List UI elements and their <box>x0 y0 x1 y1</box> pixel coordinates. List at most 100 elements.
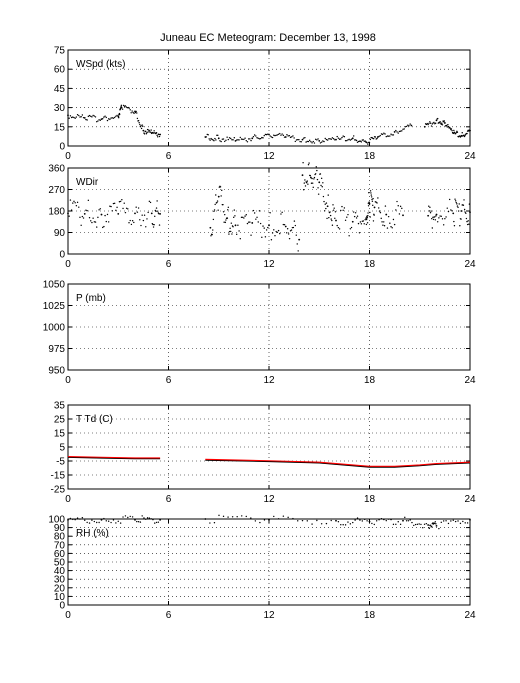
data-point <box>212 139 214 141</box>
data-point <box>70 116 73 119</box>
data-point <box>107 520 110 522</box>
data-point <box>396 200 398 203</box>
data-point <box>221 189 223 192</box>
data-point <box>373 206 376 209</box>
data-point <box>224 140 226 143</box>
data-point <box>69 199 72 201</box>
data-point <box>303 182 305 184</box>
data-point <box>456 203 458 205</box>
data-point <box>115 115 117 118</box>
data-point <box>156 134 158 137</box>
y-tick-label: 45 <box>54 84 66 95</box>
data-point <box>340 209 342 212</box>
data-point <box>277 229 280 232</box>
data-point <box>148 130 151 132</box>
data-point <box>372 204 374 207</box>
data-point <box>451 129 453 132</box>
data-point <box>457 520 459 522</box>
data-point <box>425 123 428 126</box>
data-point <box>286 134 288 136</box>
data-point <box>119 200 122 203</box>
data-point <box>391 227 393 229</box>
data-point <box>342 135 344 137</box>
data-point <box>304 179 306 181</box>
data-point <box>219 186 222 188</box>
data-point <box>366 520 368 522</box>
data-point <box>452 519 454 521</box>
data-point <box>225 219 227 221</box>
data-point <box>136 112 138 114</box>
y-tick-label: 5 <box>59 443 65 454</box>
data-point <box>351 137 354 140</box>
data-point <box>321 186 323 188</box>
data-point <box>418 523 420 525</box>
data-point <box>238 230 240 232</box>
data-point <box>413 524 415 527</box>
data-point <box>463 208 466 211</box>
x-tick-label: 12 <box>263 610 275 621</box>
data-point <box>328 216 330 219</box>
data-point <box>297 250 299 252</box>
data-point <box>434 219 437 221</box>
data-point <box>441 124 444 126</box>
data-point <box>80 224 82 226</box>
data-point <box>463 135 466 138</box>
data-point <box>112 117 115 119</box>
data-point <box>452 132 455 135</box>
data-point <box>362 220 364 222</box>
data-point <box>221 138 224 140</box>
data-point <box>228 137 231 139</box>
data-point <box>350 226 353 229</box>
data-point <box>214 137 216 140</box>
data-point <box>85 209 87 211</box>
data-point <box>336 224 338 227</box>
y-tick-label: 80 <box>54 532 66 543</box>
data-point <box>158 135 161 138</box>
data-point <box>122 207 124 210</box>
data-point <box>389 222 391 224</box>
data-point <box>307 164 310 166</box>
data-point <box>216 200 219 202</box>
data-point <box>441 122 443 124</box>
data-point <box>329 211 331 213</box>
data-point <box>448 198 451 201</box>
data-point <box>104 115 106 117</box>
data-point <box>76 201 79 204</box>
data-point <box>454 520 457 523</box>
data-point <box>83 116 86 119</box>
data-point <box>312 140 314 143</box>
data-point <box>227 206 230 208</box>
x-tick-label: 6 <box>166 151 172 162</box>
data-point <box>224 213 226 216</box>
data-point <box>241 216 244 218</box>
y-tick-label: 10 <box>54 592 66 603</box>
data-point <box>370 192 372 194</box>
data-point <box>131 220 134 222</box>
data-point <box>223 221 225 223</box>
data-point <box>305 141 307 143</box>
data-point <box>393 223 396 226</box>
data-point <box>142 129 145 132</box>
data-point <box>304 136 306 139</box>
data-point <box>90 115 92 117</box>
data-point <box>128 107 130 109</box>
data-point <box>434 122 437 124</box>
data-point <box>383 132 385 134</box>
data-point <box>150 129 152 131</box>
data-point <box>445 124 448 127</box>
data-point <box>220 195 222 197</box>
data-point <box>232 139 234 141</box>
data-point <box>392 218 395 221</box>
data-point <box>464 522 466 524</box>
data-point <box>152 223 154 226</box>
data-point <box>381 221 383 223</box>
data-point <box>449 127 451 129</box>
data-point <box>356 215 359 217</box>
data-point <box>134 110 136 113</box>
data-point <box>81 516 84 519</box>
data-point <box>364 518 366 521</box>
data-point <box>325 207 327 210</box>
data-point <box>469 211 471 214</box>
data-point <box>397 205 399 207</box>
y-tick-label: 30 <box>54 103 66 114</box>
